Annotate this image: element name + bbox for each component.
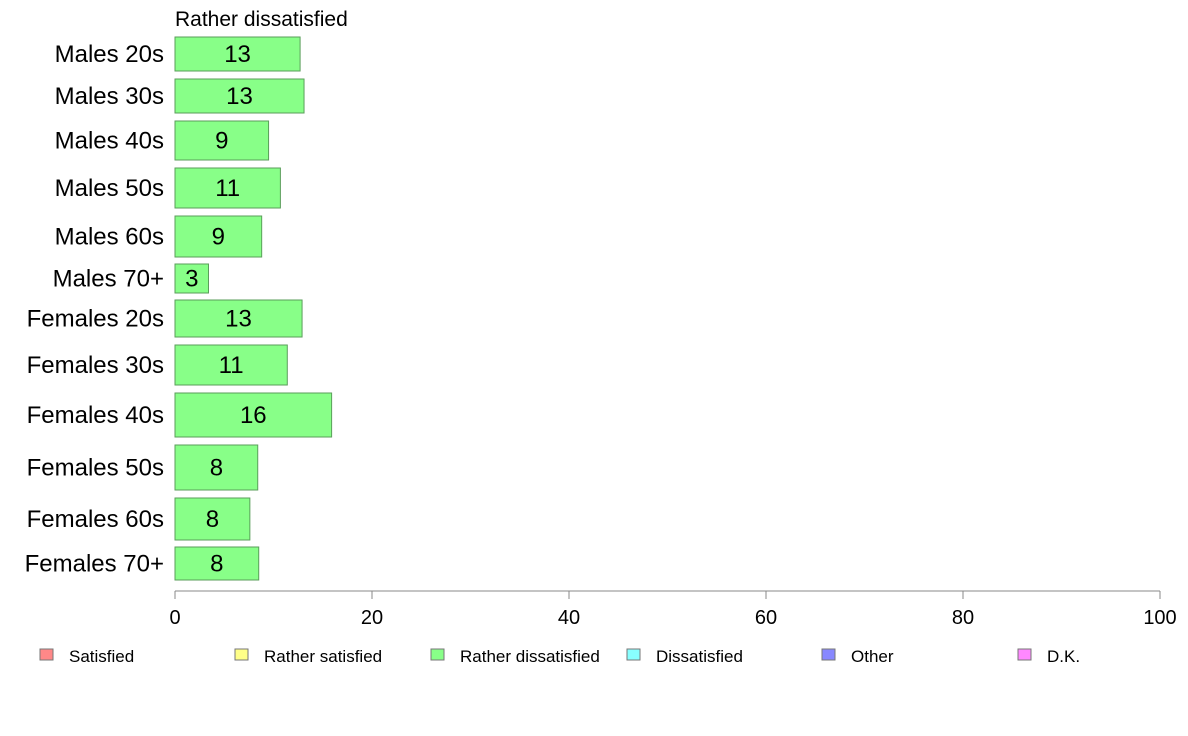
bar (174, 299, 303, 338)
bar-value-label: 8 (210, 551, 223, 578)
bar-value-label: 11 (219, 352, 244, 379)
legend: Satisfied Rather satisfied Rather dissatis… (39, 647, 1080, 666)
legend-swatch (234, 648, 249, 661)
legend-label: Satisfied (69, 647, 134, 666)
x-tick-label: 0 (169, 607, 180, 629)
bar-value-label: 11 (215, 175, 240, 202)
category-label: Females 70+ (25, 551, 164, 578)
bar-value-label: 13 (225, 306, 252, 333)
bar (174, 167, 281, 209)
legend-label: Dissatisfied (656, 647, 743, 666)
bars-group: 13 Males 20s 13 Males 30s 9 Males 40s 11 Males … (25, 36, 333, 581)
bar (174, 344, 288, 386)
legend-label: Rather dissatisfied (460, 647, 600, 666)
bar-value-label: 9 (212, 224, 225, 251)
x-tick-label: 40 (558, 607, 580, 629)
bar-value-label: 8 (206, 506, 219, 533)
category-label: Females 50s (27, 455, 164, 482)
bar (174, 444, 259, 491)
category-label: Females 40s (27, 402, 164, 429)
bar-value-label: 13 (226, 83, 253, 110)
x-tick-label: 60 (755, 607, 777, 629)
category-label: Males 40s (55, 128, 164, 155)
bar-value-label: 9 (215, 128, 228, 155)
category-label: Males 50s (55, 175, 164, 202)
category-label: Males 70+ (53, 266, 164, 293)
legend-label: Other (851, 647, 894, 666)
legend-swatch (430, 648, 445, 661)
bar (174, 263, 209, 294)
bar (174, 497, 251, 541)
bar (174, 78, 305, 114)
bar-value-label: 13 (224, 41, 251, 68)
x-axis: 0 20 40 60 80 100 (169, 590, 1177, 629)
x-tick-label: 100 (1143, 607, 1176, 629)
legend-swatch (821, 648, 836, 661)
bar-value-label: 8 (210, 455, 223, 482)
chart-title: Rather dissatisfied (175, 8, 348, 31)
category-label: Males 60s (55, 224, 164, 251)
x-tick-label: 80 (952, 607, 974, 629)
bar (174, 120, 270, 161)
bar (174, 392, 333, 438)
category-label: Males 30s (55, 83, 164, 110)
bar (174, 36, 301, 72)
legend-swatch (1017, 648, 1032, 661)
bar-value-label: 3 (185, 266, 198, 293)
bar-value-label: 16 (240, 402, 267, 429)
category-label: Females 20s (27, 306, 164, 333)
legend-swatch (626, 648, 641, 661)
legend-swatch (39, 648, 54, 661)
x-tick-label: 20 (361, 607, 383, 629)
legend-label: Rather satisfied (264, 647, 382, 666)
category-label: Females 60s (27, 506, 164, 533)
category-label: Males 20s (55, 41, 164, 68)
legend-label: D.K. (1047, 647, 1080, 666)
bar (174, 546, 260, 581)
bar (174, 215, 263, 258)
category-label: Females 30s (27, 352, 164, 379)
